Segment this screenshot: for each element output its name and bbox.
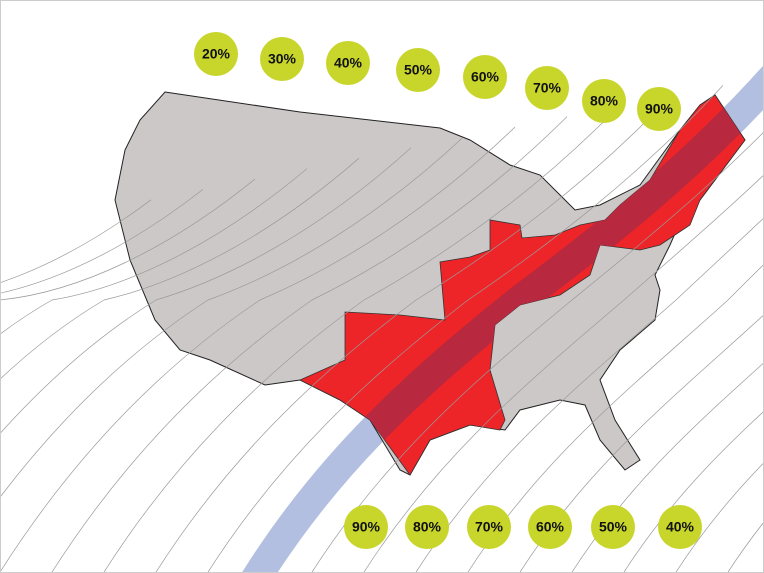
contour-line bbox=[623, 410, 764, 573]
percent-badge bbox=[582, 79, 626, 123]
percent-badge bbox=[344, 505, 388, 549]
percent-label: 90% bbox=[645, 101, 674, 117]
contour-line bbox=[467, 263, 764, 573]
percent-label: 80% bbox=[590, 93, 619, 109]
percent-badge bbox=[194, 32, 238, 76]
contour-line bbox=[519, 314, 764, 573]
contour-line bbox=[51, 116, 568, 573]
percent-badge bbox=[405, 505, 449, 549]
contour-line bbox=[415, 217, 764, 573]
percent-label: 50% bbox=[599, 519, 628, 535]
contour-line bbox=[0, 147, 412, 435]
contour-line bbox=[0, 189, 204, 294]
percent-badge bbox=[463, 55, 507, 99]
percent-badge bbox=[528, 505, 572, 549]
percent-label: 50% bbox=[404, 62, 433, 78]
percent-badge bbox=[591, 505, 635, 549]
contour-line bbox=[0, 137, 464, 498]
contour-line bbox=[363, 174, 764, 573]
contour-line bbox=[0, 126, 516, 573]
band-overlap bbox=[300, 95, 745, 475]
labels: 20% 30% 40% 50% 60% 70% 80% 90% 90% 80% 70% 60% 50% 4… bbox=[194, 32, 702, 549]
percent-label: 40% bbox=[666, 519, 695, 535]
contour-line bbox=[155, 95, 672, 573]
contour-line bbox=[311, 131, 764, 573]
contour-line bbox=[0, 168, 308, 335]
percent-label: 80% bbox=[413, 519, 442, 535]
percent-badge bbox=[658, 505, 702, 549]
percent-badge bbox=[525, 66, 569, 110]
us-outline bbox=[114, 91, 746, 476]
percent-badge bbox=[396, 48, 440, 92]
contour-line bbox=[0, 178, 256, 301]
contour-line bbox=[207, 85, 724, 573]
percent-label: 70% bbox=[475, 519, 504, 535]
percent-label: 30% bbox=[268, 51, 297, 67]
percent-label: 40% bbox=[334, 55, 363, 71]
percent-label: 70% bbox=[533, 80, 562, 96]
percent-label: 90% bbox=[352, 519, 381, 535]
percent-label: 60% bbox=[536, 519, 565, 535]
percent-badge bbox=[260, 37, 304, 81]
percent-badge bbox=[637, 87, 681, 131]
percent-label: 20% bbox=[202, 46, 231, 62]
contour-line bbox=[0, 199, 152, 284]
percent-badge bbox=[326, 41, 370, 85]
contour-line bbox=[571, 362, 764, 573]
contour-line bbox=[675, 462, 764, 573]
percent-label: 60% bbox=[471, 69, 500, 85]
percent-badge bbox=[467, 505, 511, 549]
contour-line bbox=[0, 157, 360, 380]
contour-line bbox=[103, 105, 620, 573]
